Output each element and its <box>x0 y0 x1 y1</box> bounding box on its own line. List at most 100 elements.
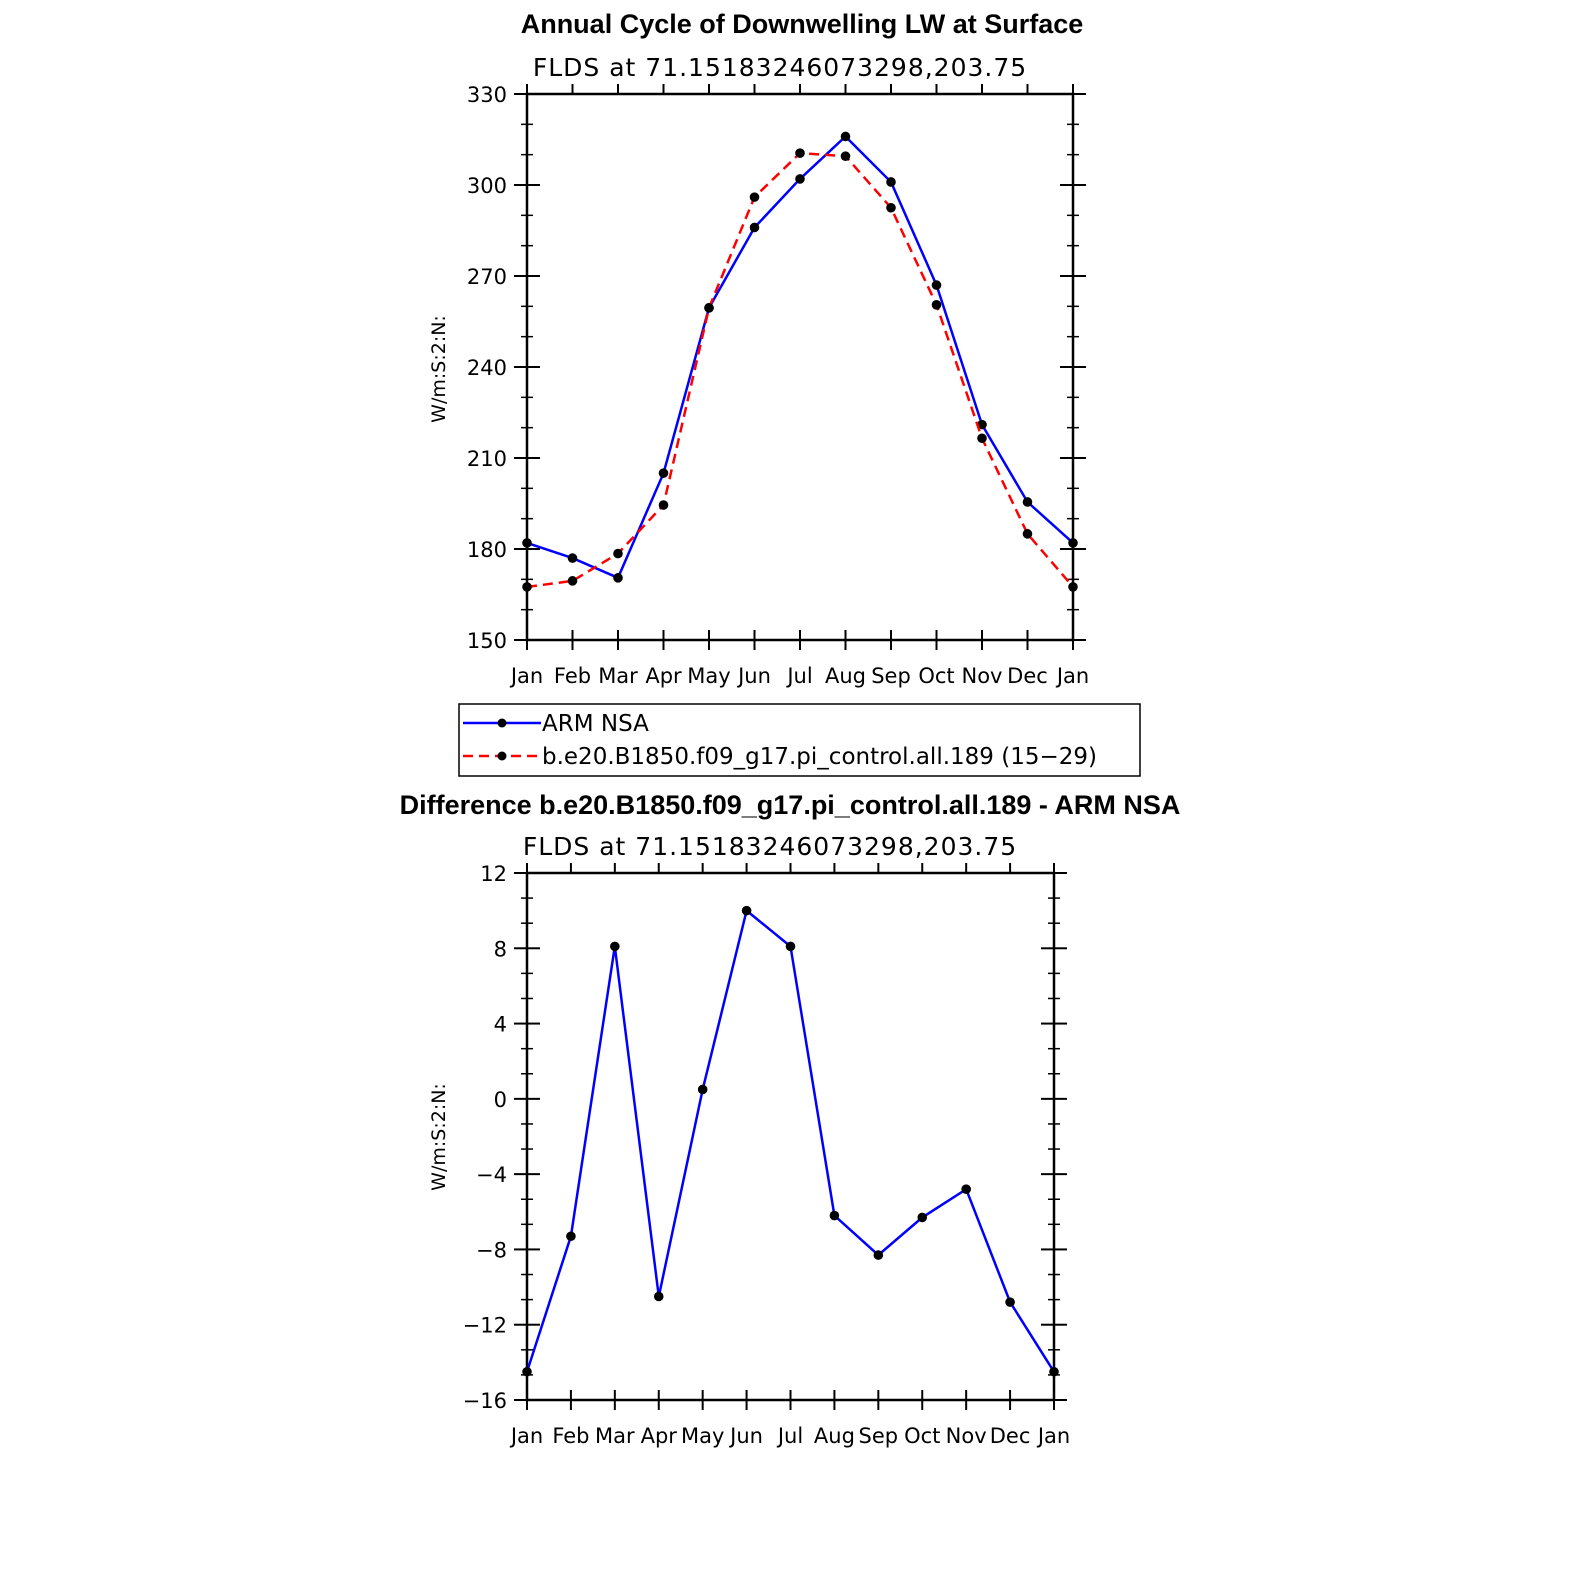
y-tick-label: −4 <box>476 1163 507 1187</box>
x-tick-label: Feb <box>554 664 591 688</box>
chart-subtitle: FLDS at 71.15183246073298,203.75 <box>533 53 1027 82</box>
x-tick-label: Jan <box>509 1424 543 1448</box>
series-0-point <box>829 1210 840 1221</box>
plot-series <box>522 905 1059 1377</box>
chart-title: Difference b.e20.B1850.f09_g17.pi_contro… <box>400 790 1181 820</box>
series-line-1 <box>526 151 1074 589</box>
y-tick-label: −16 <box>463 1389 507 1413</box>
series-0-point <box>886 177 896 187</box>
y-axis-label: W/m:S:2:N: <box>428 1083 450 1191</box>
plot-axes: Jan Feb Mar Apr May Jun Jul Aug Sep Oct Nov Dec Jan−… <box>463 862 1071 1448</box>
chart-title: Annual Cycle of Downwelling LW at Surfac… <box>521 9 1084 39</box>
x-tick-label: Oct <box>918 664 954 688</box>
series-1-point <box>977 433 987 444</box>
x-tick-label: May <box>681 1424 724 1448</box>
y-tick-label: 300 <box>467 174 507 198</box>
legend-marker-model <box>497 751 507 761</box>
series-0-point <box>1049 1366 1059 1377</box>
series-0-point <box>917 1212 928 1223</box>
y-axis-label: W/m:S:2:N: <box>428 315 450 423</box>
y-tick-label: −12 <box>463 1314 507 1338</box>
x-tick-label: Apr <box>645 664 682 688</box>
series-0-point <box>873 1250 884 1260</box>
series-1-point <box>795 148 805 158</box>
series-0-point <box>749 222 760 233</box>
series-1-point <box>704 303 714 313</box>
annual-cycle-panel: Annual Cycle of Downwelling LW at Surfac… <box>428 9 1089 688</box>
series-0-point <box>658 468 669 478</box>
x-tick-label: Feb <box>552 1424 589 1448</box>
x-tick-label: Aug <box>814 1424 855 1448</box>
series-0-point <box>961 1184 971 1194</box>
y-tick-label: 8 <box>494 937 507 961</box>
y-tick-label: 0 <box>494 1088 507 1112</box>
y-tick-label: −8 <box>476 1238 507 1262</box>
y-tick-label: 4 <box>494 1013 507 1037</box>
y-tick-label: 240 <box>467 356 507 380</box>
x-tick-label: Nov <box>962 664 1003 688</box>
x-tick-label: Dec <box>990 1424 1031 1448</box>
legend-label-model: b.e20.B1850.f09_g17.pi_control.all.189 (… <box>542 744 1097 770</box>
series-0-point <box>567 553 578 563</box>
series-0-point <box>785 941 796 952</box>
series-1-point <box>1068 582 1078 592</box>
x-tick-label: Jul <box>785 664 812 688</box>
x-tick-label: Jun <box>728 1424 763 1448</box>
y-tick-label: 180 <box>467 538 507 562</box>
x-tick-label: Jan <box>1036 1424 1070 1448</box>
plot-axes: Jan Feb Mar Apr May Jun Jul Aug Sep Oct Nov Dec Jan1… <box>467 83 1089 688</box>
series-0-point <box>1022 497 1033 507</box>
x-tick-label: Apr <box>641 1424 678 1448</box>
y-tick-label: 330 <box>467 83 507 107</box>
legend: ARM NSA b.e20.B1850.f09_g17.pi_control.a… <box>458 703 1141 777</box>
legend-box <box>458 703 1141 777</box>
series-line-0 <box>526 134 1074 580</box>
x-tick-label: Oct <box>904 1424 940 1448</box>
series-0-point <box>522 1366 532 1377</box>
series-0-point <box>840 131 851 142</box>
series-1-point <box>567 576 578 586</box>
legend-label-arm-nsa: ARM NSA <box>542 711 649 737</box>
x-tick-label: Jun <box>736 664 771 688</box>
x-tick-label: Jan <box>1055 664 1089 688</box>
y-tick-label: 270 <box>467 265 507 289</box>
x-tick-label: Mar <box>595 1424 635 1448</box>
series-0-point <box>610 941 620 952</box>
y-tick-label: 210 <box>467 447 507 471</box>
y-tick-label: 150 <box>467 629 507 653</box>
x-tick-label: Dec <box>1007 664 1048 688</box>
series-1-point <box>840 151 851 161</box>
difference-panel: Difference b.e20.B1850.f09_g17.pi_contro… <box>400 790 1181 1448</box>
series-0-point <box>1068 538 1078 548</box>
series-1-point <box>749 192 760 202</box>
series-0-point <box>977 419 987 430</box>
legend-entry-model: b.e20.B1850.f09_g17.pi_control.all.189 (… <box>463 744 1097 770</box>
legend-marker-arm-nsa <box>497 718 507 728</box>
x-tick-label: Jan <box>509 664 543 688</box>
series-0-point <box>697 1084 708 1095</box>
x-tick-label: Sep <box>859 1424 899 1448</box>
series-0-point <box>613 573 623 583</box>
series-1-point <box>886 202 896 213</box>
chart-subtitle: FLDS at 71.15183246073298,203.75 <box>523 832 1017 861</box>
series-1-point <box>658 500 669 510</box>
x-tick-label: Nov <box>946 1424 987 1448</box>
series-0-point <box>795 174 805 184</box>
series-0-point <box>931 280 942 290</box>
plot-series <box>522 131 1078 592</box>
series-1-point <box>613 548 623 559</box>
x-tick-label: Sep <box>871 664 911 688</box>
series-1-point <box>1022 529 1033 539</box>
series-1-point <box>522 582 532 592</box>
series-0-point <box>653 1291 664 1302</box>
x-tick-label: Mar <box>598 664 638 688</box>
y-tick-label: 12 <box>480 862 507 886</box>
legend-entry-arm-nsa: ARM NSA <box>463 711 649 737</box>
series-0-point <box>1005 1297 1015 1307</box>
series-0-point <box>522 538 532 548</box>
series-0-point <box>566 1231 576 1242</box>
x-tick-label: Jul <box>776 1424 803 1448</box>
x-tick-label: May <box>687 664 730 688</box>
x-tick-label: Aug <box>825 664 866 688</box>
